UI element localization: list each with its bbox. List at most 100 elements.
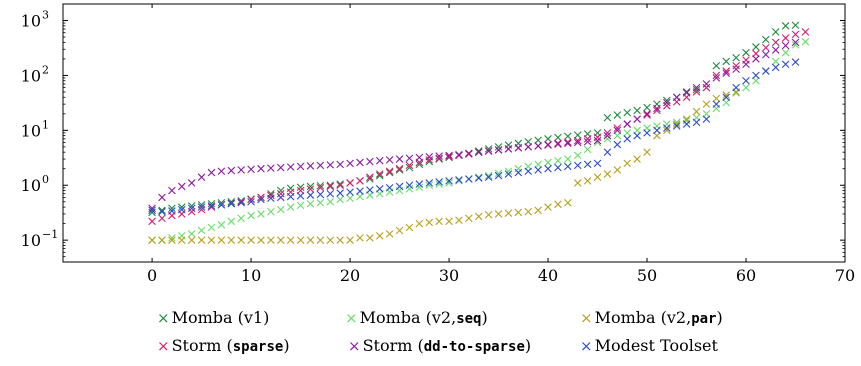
data-point: [177, 205, 186, 214]
data-point: [158, 207, 166, 216]
data-point: [504, 167, 513, 176]
data-point: [148, 236, 156, 244]
legend-suffix-storm-sparse: ): [283, 336, 290, 355]
data-point-stroke: [445, 151, 453, 160]
legend-marker-storm-dd-to-sparse: ×: [348, 337, 361, 355]
data-point: [663, 101, 671, 110]
data-point-stroke: [267, 207, 275, 216]
data-point-stroke: [168, 236, 176, 244]
data-point-stroke: [237, 236, 245, 244]
data-point-stroke: [227, 166, 236, 175]
data-point: [217, 201, 226, 209]
data-point: [564, 198, 572, 207]
data-point-stroke: [306, 191, 315, 199]
data-point: [484, 173, 493, 182]
data-point-stroke: [514, 168, 523, 177]
data-point: [465, 175, 473, 183]
data-point: [237, 166, 245, 174]
data-point-stroke: [257, 193, 265, 202]
data-point-stroke: [267, 191, 275, 200]
data-point: [494, 210, 503, 218]
data-point: [514, 208, 523, 217]
data-point-stroke: [336, 195, 344, 204]
data-point-stroke: [326, 236, 335, 244]
data-point-stroke: [603, 129, 612, 137]
data-point: [791, 38, 800, 47]
data-point-stroke: [494, 146, 503, 154]
data-point-stroke: [771, 38, 780, 47]
data-point-stroke: [168, 207, 176, 215]
data-point: [544, 158, 552, 167]
data-point-stroke: [534, 136, 542, 145]
data-point: [643, 148, 651, 156]
data-point: [257, 195, 265, 204]
data-point-stroke: [762, 35, 770, 44]
data-point-stroke: [474, 174, 483, 182]
y-tick-label: 10: [21, 176, 41, 195]
data-point-stroke: [187, 207, 196, 216]
data-point: [336, 236, 344, 244]
data-point: [227, 197, 236, 206]
data-point-stroke: [276, 189, 285, 198]
x-tick-label: 70: [835, 266, 855, 285]
data-point-stroke: [564, 162, 572, 171]
data-point-stroke: [455, 176, 463, 184]
data-point: [564, 139, 572, 148]
data-point-stroke: [583, 177, 592, 185]
data-point: [623, 129, 632, 137]
data-point: [306, 191, 315, 199]
data-point: [425, 218, 434, 227]
data-point-stroke: [276, 205, 285, 214]
data-point-stroke: [564, 132, 572, 141]
data-point-stroke: [316, 236, 325, 244]
data-point: [504, 170, 513, 178]
data-point: [158, 236, 166, 244]
data-point: [742, 83, 750, 92]
data-point: [445, 177, 453, 185]
legend-suffix-momba-v2-seq: ): [481, 308, 488, 327]
data-point: [484, 147, 493, 155]
data-point: [603, 129, 612, 137]
data-point-stroke: [296, 162, 305, 171]
data-point-stroke: [504, 170, 513, 178]
x-tick-label: 40: [538, 266, 558, 285]
data-point: [534, 142, 542, 150]
data-point: [583, 145, 592, 154]
data-point: [247, 195, 255, 204]
data-point: [267, 164, 275, 172]
data-point: [366, 175, 374, 183]
data-point-stroke: [445, 179, 453, 187]
data-point: [722, 98, 731, 107]
data-point-stroke: [336, 180, 344, 188]
data-point-stroke: [207, 203, 216, 211]
data-point-stroke: [702, 80, 711, 88]
data-point-stroke: [286, 163, 295, 171]
data-point: [306, 185, 315, 193]
data-point-stroke: [168, 186, 176, 195]
data-point-stroke: [177, 203, 186, 211]
data-point: [653, 104, 661, 113]
data-point-stroke: [197, 236, 206, 244]
data-point: [415, 160, 424, 169]
data-point: [168, 234, 176, 242]
data-point-stroke: [633, 131, 641, 140]
data-point: [177, 236, 186, 244]
data-point: [356, 192, 364, 201]
data-point: [435, 154, 443, 163]
data-point: [722, 69, 731, 77]
data-marks: [148, 21, 810, 244]
data-point: [474, 174, 483, 182]
data-point-stroke: [257, 236, 265, 244]
data-point: [247, 165, 255, 174]
data-point: [573, 179, 582, 187]
data-point-stroke: [197, 205, 206, 214]
data-point-stroke: [613, 131, 622, 140]
data-point: [276, 193, 285, 202]
data-point: [573, 161, 582, 170]
data-point-stroke: [781, 60, 790, 69]
data-point: [445, 152, 453, 161]
data-point: [405, 185, 414, 193]
data-point-stroke: [613, 126, 622, 135]
data-point: [237, 236, 245, 244]
data-point: [326, 181, 335, 190]
